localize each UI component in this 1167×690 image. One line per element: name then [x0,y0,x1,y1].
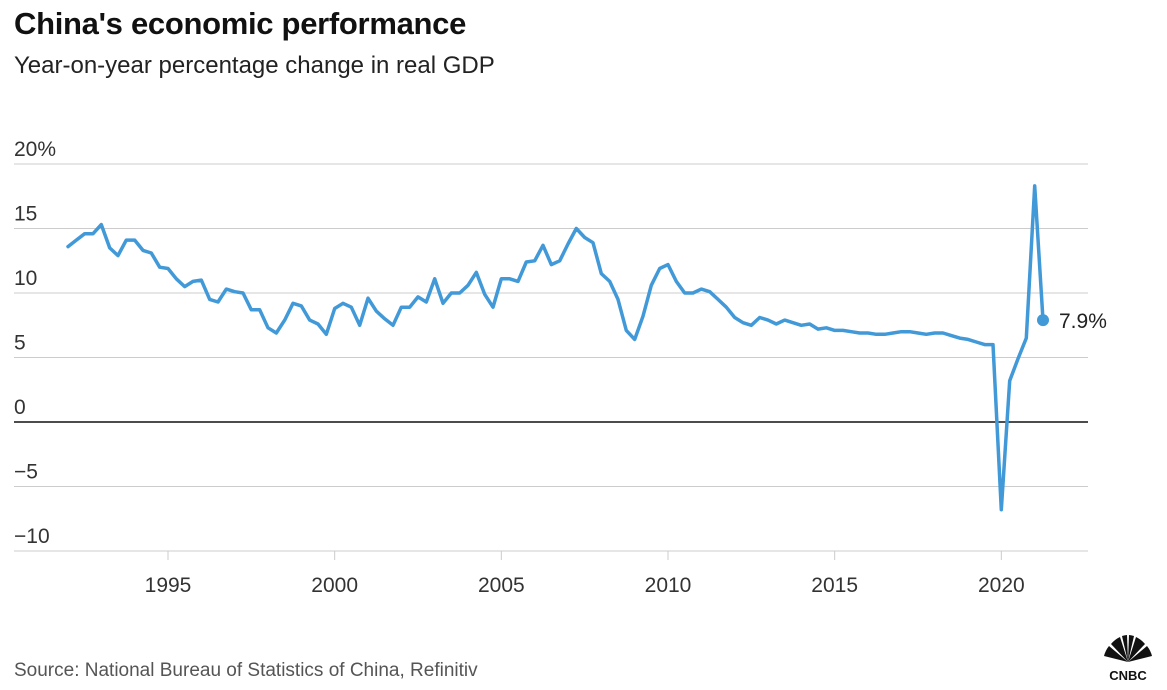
x-tick-label: 2015 [811,574,858,597]
x-tick-label: 2000 [311,574,358,597]
x-tick-label: 2020 [978,574,1025,597]
cnbc-logo-text: CNBC [1109,668,1147,683]
chart-subtitle: Year-on-year percentage change in real G… [14,52,495,79]
y-tick-label: −5 [14,461,38,484]
x-tick-label: 1995 [145,574,192,597]
chart-title: China's economic performance [14,6,467,41]
gdp-series-line [66,184,1045,512]
y-tick-label: 20% [14,138,56,161]
nbc-peacock-icon: CNBC [1104,635,1152,683]
latest-value-label: 7.9% [1059,310,1107,333]
y-tick-label: 5 [14,332,26,355]
y-tick-label: 10 [14,267,37,290]
y-tick-label: 0 [14,396,26,419]
x-tick-label: 2010 [645,574,692,597]
y-tick-label: 15 [14,203,37,226]
y-tick-label: −10 [14,525,50,548]
source-note: Source: National Bureau of Statistics of… [14,660,478,681]
x-tick-label: 2005 [478,574,525,597]
latest-value-point [1037,314,1049,327]
